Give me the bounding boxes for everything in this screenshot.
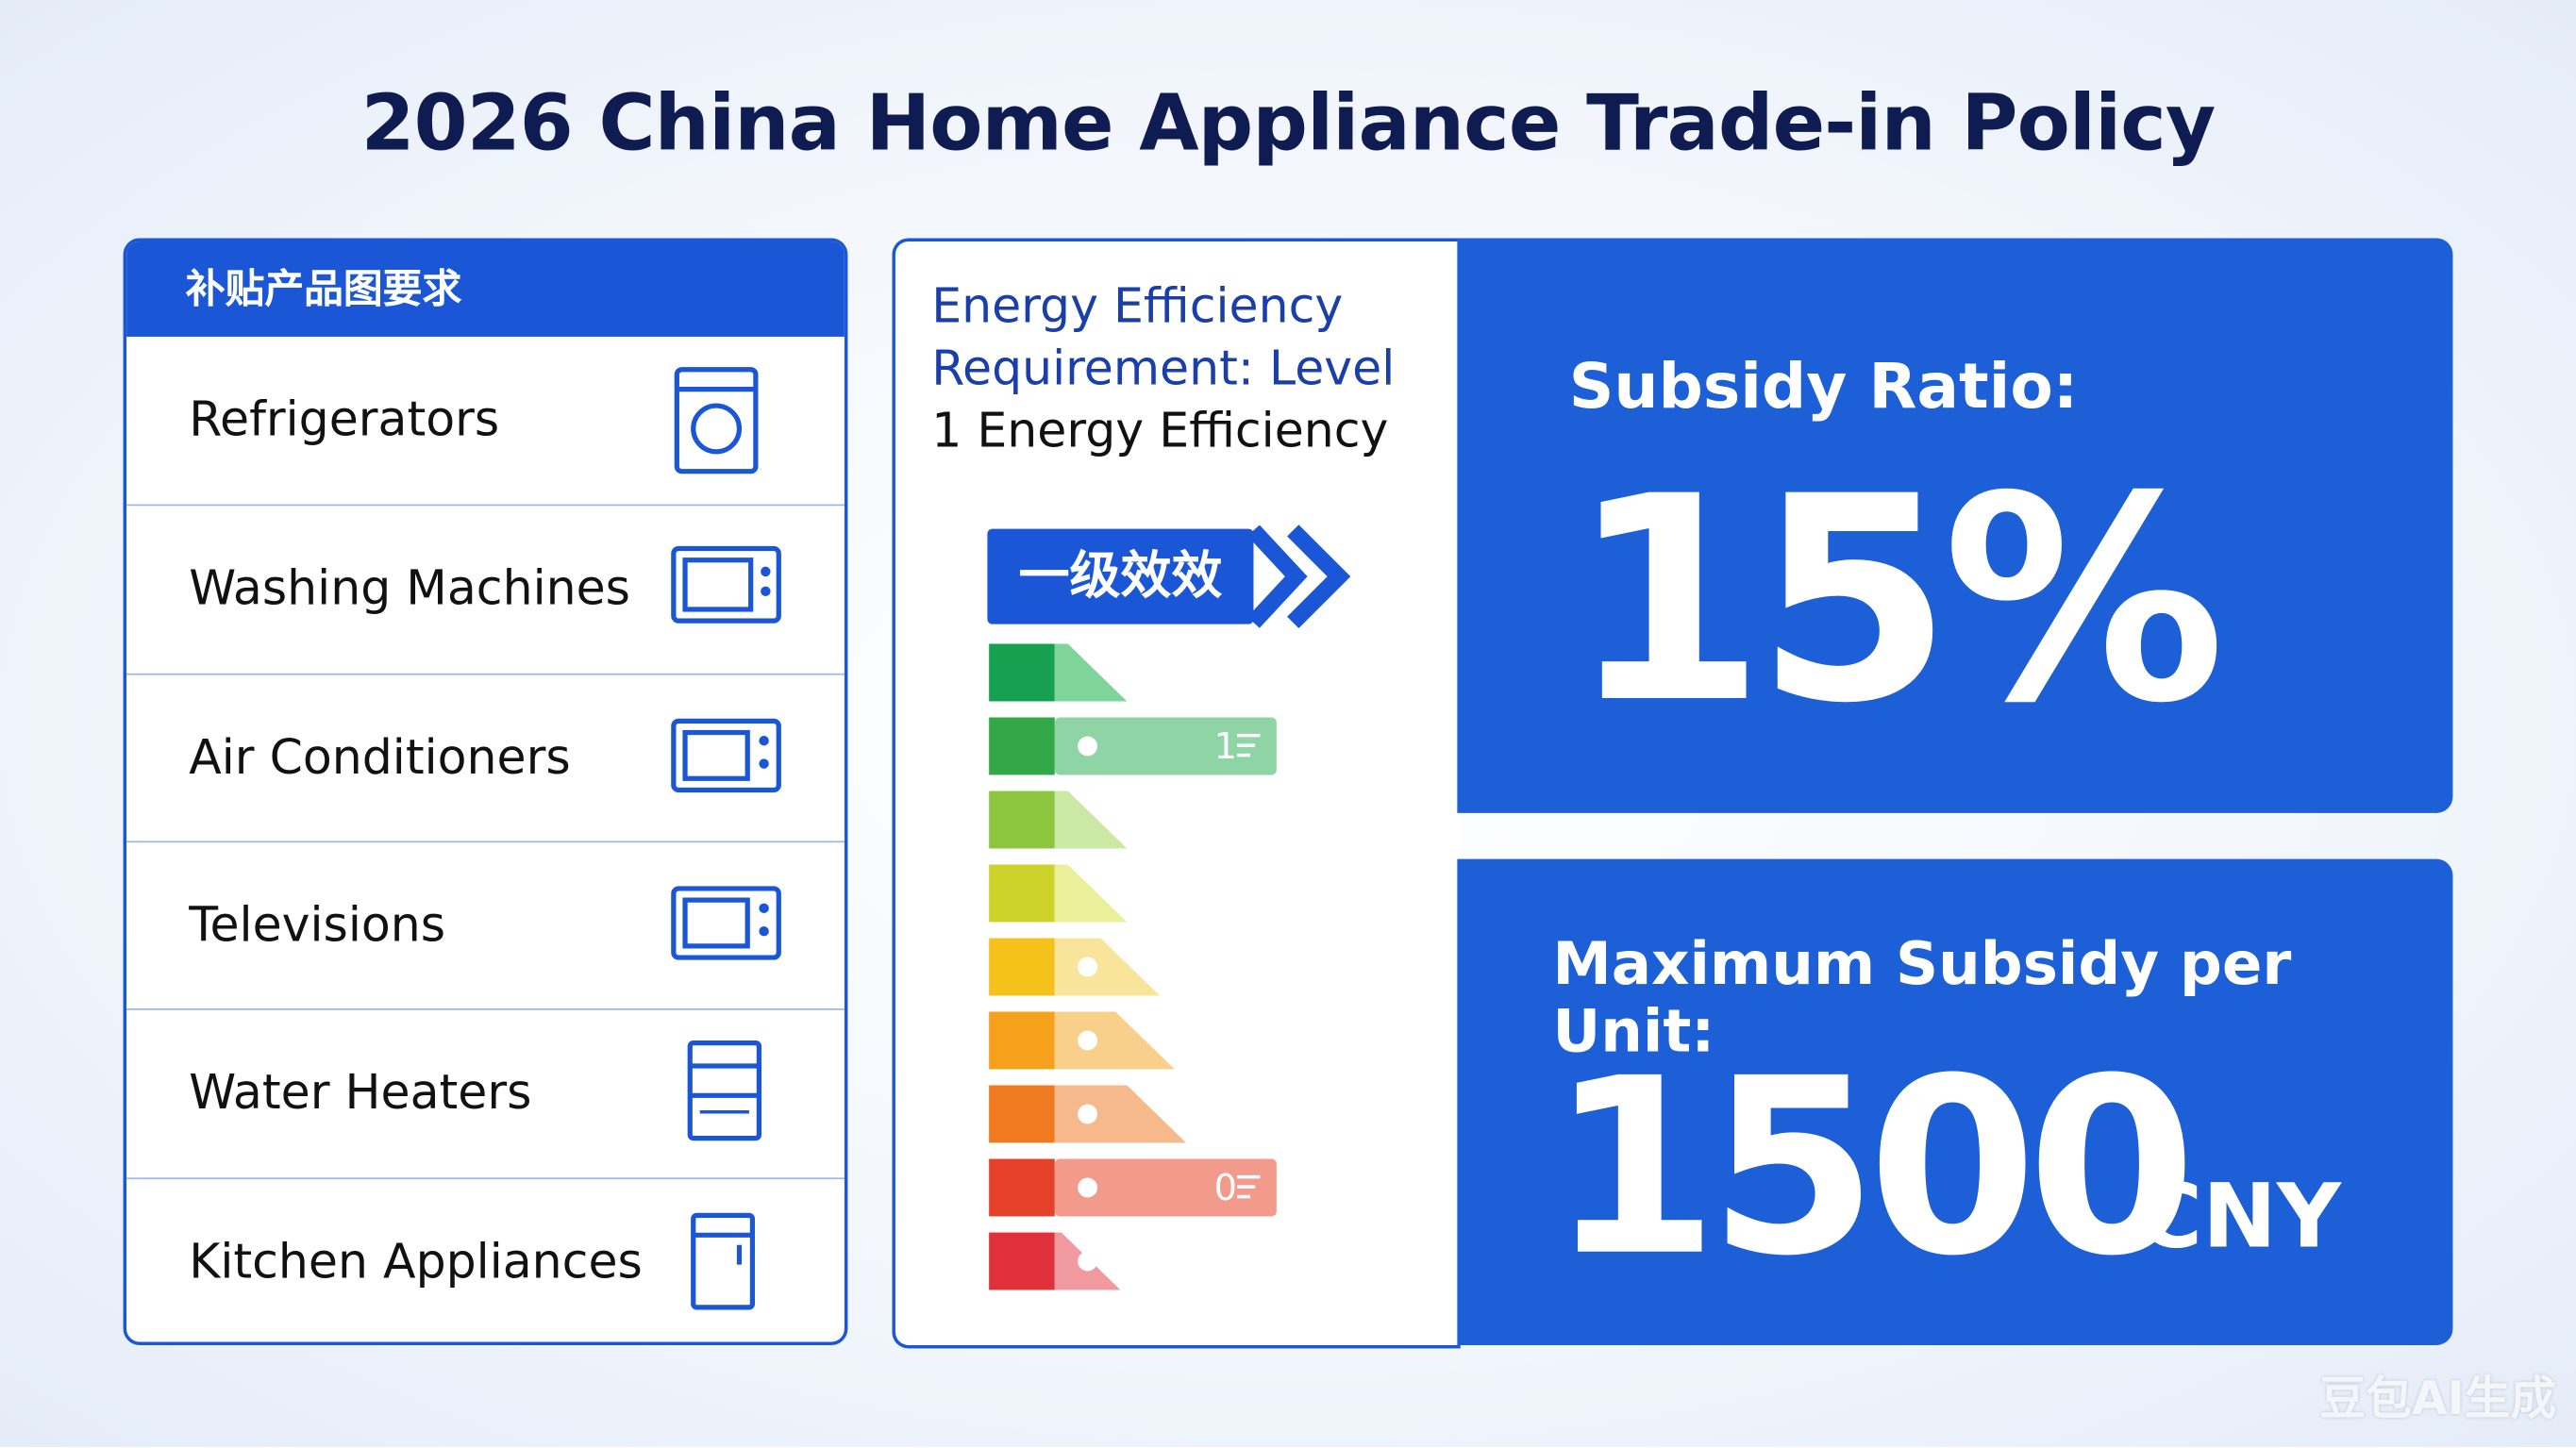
scale-label: 0 [1214, 1167, 1237, 1209]
scale-step [989, 864, 1055, 923]
efficiency-scale: 10 [989, 643, 1277, 1290]
product-row: Water Heaters [126, 1008, 845, 1176]
product-panel: 补贴产品图要求 Refrigerators Washing Machines Air… [123, 238, 848, 1345]
scale-step [989, 1011, 1055, 1070]
product-name: Televisions [189, 896, 446, 953]
title: 2026 China Home Appliance Trade-in Polic… [360, 78, 2216, 170]
max-subsidy-label: Maximum Subsidy per Unit: [1552, 931, 2292, 1066]
product-row: Refrigerators [126, 337, 845, 505]
scale-step [989, 791, 1055, 849]
product-name: Water Heaters [189, 1064, 532, 1121]
ratio-box: Subsidy Ratio: 15% [1457, 238, 2453, 813]
level-badge: 一级效效 [987, 528, 1254, 624]
scale-arrow [1054, 717, 1277, 775]
product-row: Kitchen Appliances [126, 1176, 845, 1341]
product-name: Air Conditioners [189, 728, 571, 785]
product-name: Refrigerators [189, 391, 500, 447]
chevron-icon [1247, 524, 1351, 629]
scale-step [989, 1085, 1055, 1143]
scale-dot [1078, 1104, 1098, 1124]
scale-dot [1078, 1251, 1098, 1272]
scale-arrow [1054, 791, 1128, 849]
max-subsidy-box: Maximum Subsidy per Unit: 1500 CNY [1457, 858, 2453, 1345]
ratio-label: Subsidy Ratio: [1568, 349, 2079, 423]
efficiency-text: Energy Efficiency [931, 277, 1344, 334]
product-row: Air Conditioners [126, 673, 845, 841]
scale-arrow [1054, 1158, 1277, 1217]
efficiency-panel: Energy Efficiency Requirement: Level 1 E… [892, 238, 1461, 1349]
watermark: 豆包AI生成 [2319, 1371, 2557, 1426]
scale-dot [1078, 736, 1098, 757]
scale-arrow [1054, 1011, 1175, 1070]
scale-step [989, 1158, 1055, 1217]
scale-dot [1078, 1177, 1098, 1198]
scale-dot [1078, 1030, 1098, 1051]
efficiency-text: 1 Energy Efficiency [931, 402, 1389, 458]
product-name: Kitchen Appliances [189, 1232, 643, 1289]
product-icon [671, 886, 781, 960]
scale-arrow [1054, 938, 1161, 996]
product-icon [671, 546, 781, 624]
scale-step [989, 938, 1055, 996]
product-row: Washing Machines [126, 505, 845, 673]
scale-step [989, 717, 1055, 775]
ratio-value: 15% [1568, 435, 2226, 766]
product-icon [671, 718, 781, 792]
product-icon [687, 1040, 761, 1141]
efficiency-text: Requirement: Level [931, 340, 1396, 396]
product-row: Televisions [126, 841, 845, 1008]
scale-arrow [1054, 864, 1128, 923]
scale-arrow [1054, 1085, 1187, 1143]
panel-heading: 补贴产品图要求 [126, 241, 845, 337]
product-icon [691, 1211, 756, 1309]
scale-arrow [1054, 643, 1128, 702]
product-name: Washing Machines [189, 560, 630, 617]
max-subsidy-value: 1500 [1548, 1026, 2197, 1309]
scale-step [989, 643, 1055, 702]
scale-step [989, 1232, 1055, 1290]
scale-label: 1 [1214, 725, 1237, 768]
product-icon [674, 367, 759, 474]
scale-dot [1078, 957, 1098, 977]
max-subsidy-unit: CNY [2137, 1164, 2341, 1269]
